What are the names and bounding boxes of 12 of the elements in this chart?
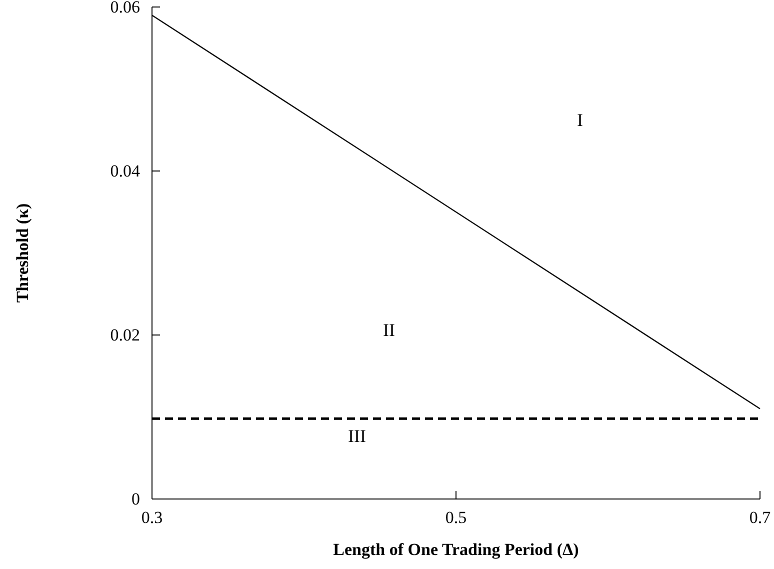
x-axis-title: Length of One Trading Period (Δ)	[333, 540, 579, 559]
x-tick-label: 0.5	[445, 508, 467, 528]
x-tick-label: 0.3	[141, 508, 163, 528]
y-tick-label: 0.02	[110, 325, 140, 344]
annotation: I	[577, 110, 583, 130]
x-tick-label: 0.7	[749, 508, 772, 528]
y-tick-label: 0.04	[110, 161, 140, 180]
y-tick-label: 0.06	[110, 0, 140, 16]
annotation: II	[383, 320, 395, 340]
annotation: III	[348, 426, 366, 446]
y-tick-label: 0	[132, 489, 140, 508]
y-axis-title: Threshold (κ)	[13, 203, 32, 303]
